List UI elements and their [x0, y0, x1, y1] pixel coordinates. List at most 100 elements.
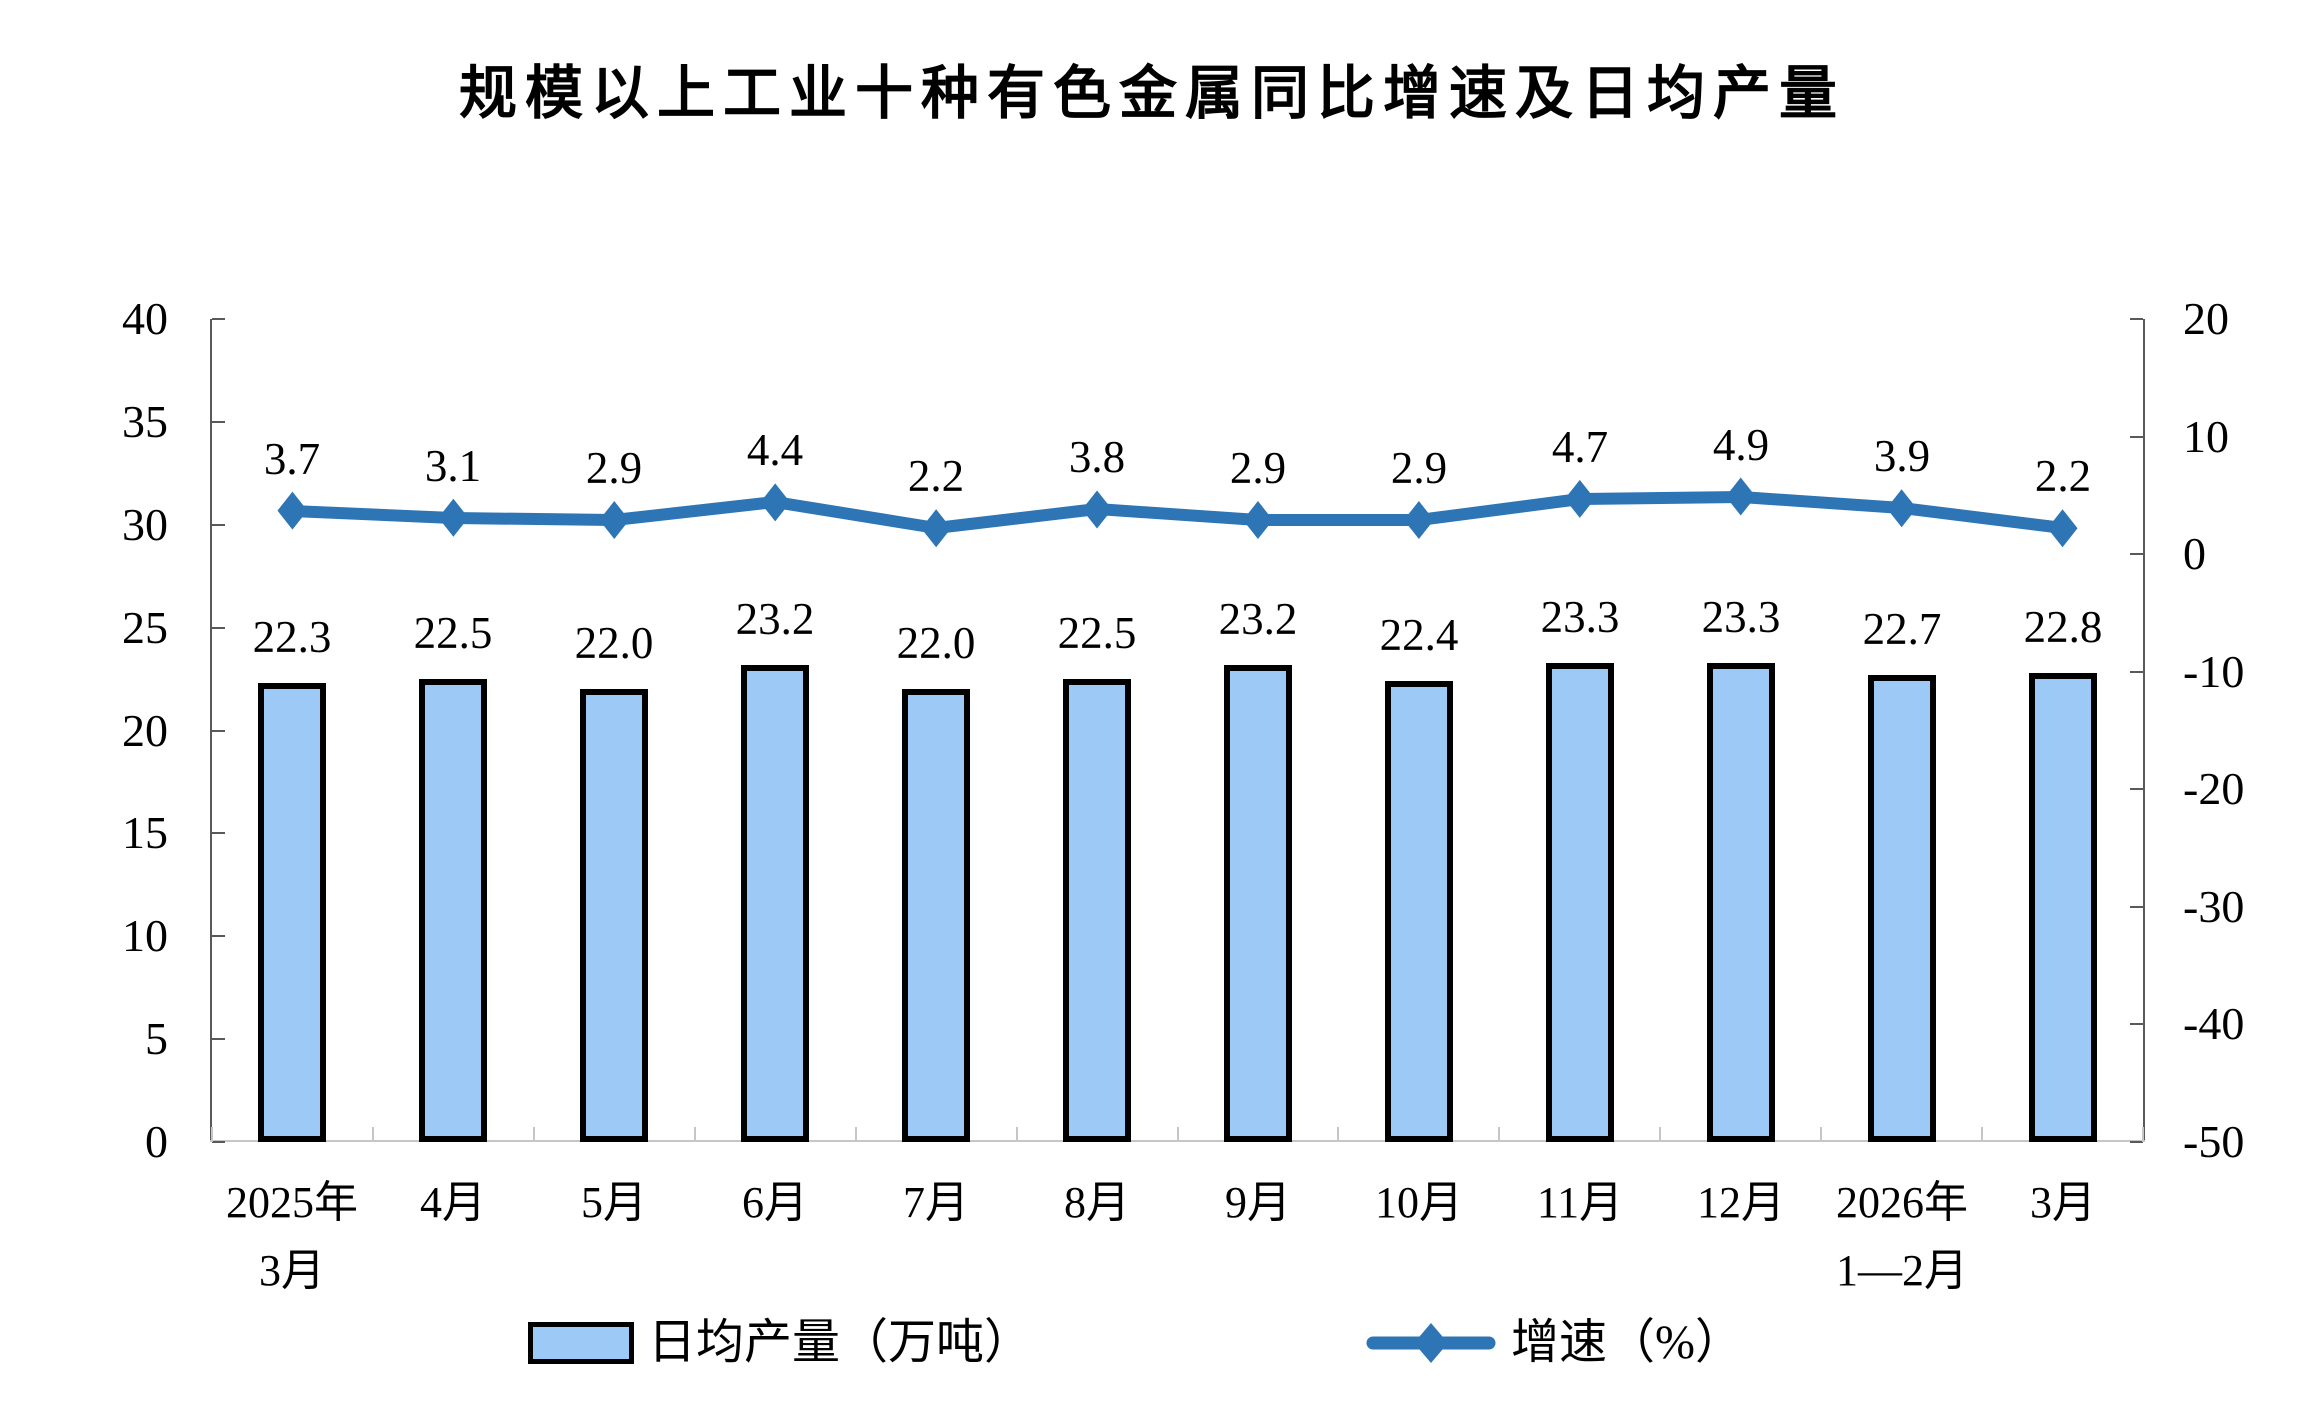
bar-value-label: 22.0	[896, 618, 976, 668]
line-marker	[1242, 501, 1273, 540]
axis-line-left	[210, 319, 212, 1142]
bar	[258, 683, 326, 1142]
y-axis-tick-right	[2130, 1141, 2143, 1143]
x-axis-tick	[1016, 1127, 1018, 1142]
y-axis-tick-right	[2130, 318, 2143, 320]
bar-value-label: 22.4	[1379, 610, 1459, 660]
legend: 日均产量（万吨） 增速（%）	[0, 1308, 2304, 1378]
bar	[1385, 681, 1453, 1142]
y-axis-tick-right	[2130, 1023, 2143, 1025]
line-marker	[2047, 509, 2078, 548]
bar-value-label: 22.5	[1057, 608, 1137, 658]
x-axis-tick	[533, 1127, 535, 1142]
x-axis-tick	[211, 1127, 213, 1142]
x-axis-tick	[1981, 1127, 1983, 1142]
line-marker	[438, 498, 469, 537]
bar	[2029, 673, 2097, 1142]
x-axis-label: 11月	[1536, 1178, 1624, 1227]
x-axis-label: 6月	[742, 1178, 808, 1227]
line-value-label: 2.9	[585, 443, 643, 493]
y-axis-label-left: 10	[122, 910, 168, 961]
x-axis-label: 12月	[1697, 1178, 1785, 1227]
x-axis-label: 1—2月	[1836, 1246, 1968, 1295]
x-axis-label: 7月	[903, 1178, 969, 1227]
y-axis-tick-left	[212, 421, 225, 423]
y-axis-tick-left	[212, 1038, 225, 1040]
y-axis-label-right: -10	[2183, 646, 2245, 697]
y-axis-label-left: 0	[145, 1116, 168, 1167]
line-value-label: 4.4	[746, 425, 804, 475]
legend-label-growth: 增速（%）	[1511, 1316, 1743, 1369]
y-axis-tick-right	[2130, 788, 2143, 790]
line-marker	[1725, 477, 1756, 516]
line-marker	[1082, 490, 1113, 529]
x-axis-label: 2026年	[1836, 1178, 1968, 1227]
bar-value-label: 22.3	[252, 612, 332, 662]
x-axis-tick	[855, 1127, 857, 1142]
bar	[419, 679, 487, 1142]
y-axis-label-right: 0	[2183, 528, 2206, 579]
x-axis-label: 5月	[581, 1178, 647, 1227]
y-axis-label-right: -50	[2183, 1116, 2245, 1167]
chart-title: 规模以上工业十种有色金属同比增速及日均产量	[458, 61, 1845, 126]
x-axis-tick	[1498, 1127, 1500, 1142]
bar-value-label: 23.3	[1540, 592, 1620, 642]
y-axis-label-right: -30	[2183, 881, 2245, 932]
x-axis-tick	[1820, 1127, 1822, 1142]
x-axis-tick	[694, 1127, 696, 1142]
x-axis-label: 3月	[259, 1246, 325, 1295]
bar	[1546, 663, 1614, 1142]
x-axis-tick	[2142, 1127, 2144, 1142]
line-marker	[1564, 479, 1595, 518]
y-axis-label-right: -20	[2183, 763, 2245, 814]
x-axis-tick	[1177, 1127, 1179, 1142]
x-axis-tick	[372, 1127, 374, 1142]
bar-swatch-icon	[528, 1322, 634, 1364]
y-axis-tick-right	[2130, 436, 2143, 438]
line-value-label: 3.8	[1068, 432, 1126, 482]
line-value-label: 4.9	[1712, 420, 1770, 470]
line-value-label: 4.7	[1551, 422, 1609, 472]
line-marker	[921, 509, 952, 548]
y-axis-tick-left	[212, 524, 225, 526]
line-value-label: 2.9	[1390, 443, 1448, 493]
y-axis-label-left: 35	[122, 396, 168, 447]
x-axis-tick	[1659, 1127, 1661, 1142]
bar	[1063, 679, 1131, 1142]
x-axis-label: 2025年	[226, 1178, 358, 1227]
line-marker	[1886, 489, 1917, 528]
line-value-label: 2.2	[907, 451, 965, 501]
line-value-label: 3.7	[263, 434, 321, 484]
bar	[1707, 663, 1775, 1142]
legend-label-daily-output: 日均产量（万吨）	[648, 1316, 1033, 1369]
x-axis-label: 3月	[2030, 1178, 2096, 1227]
y-axis-label-right: 10	[2183, 411, 2229, 462]
line-value-label: 2.9	[1229, 443, 1287, 493]
y-axis-tick-right	[2130, 671, 2143, 673]
bar-value-label: 22.0	[574, 618, 654, 668]
y-axis-tick-left	[212, 730, 225, 732]
y-axis-label-left: 25	[122, 602, 168, 653]
line-marker	[277, 491, 308, 530]
growth-line	[286, 491, 2069, 534]
bar	[580, 689, 648, 1142]
bar	[741, 665, 809, 1142]
x-axis-tick	[1337, 1127, 1339, 1142]
y-axis-tick-left	[212, 318, 225, 320]
line-value-label: 3.9	[1873, 431, 1931, 481]
line-value-label: 3.1	[424, 441, 482, 491]
bar-value-label: 22.7	[1862, 604, 1942, 654]
y-axis-label-right: -40	[2183, 998, 2245, 1049]
y-axis-label-left: 15	[122, 807, 168, 858]
bar	[1224, 665, 1292, 1142]
growth-line-layer	[277, 477, 2078, 548]
y-axis-tick-right	[2130, 906, 2143, 908]
y-axis-tick-left	[212, 935, 225, 937]
bar	[902, 689, 970, 1142]
y-axis-tick-left	[212, 627, 225, 629]
bar-value-label: 23.3	[1701, 592, 1781, 642]
y-axis-tick-right	[2130, 553, 2143, 555]
line-marker	[599, 501, 630, 540]
x-axis-label: 10月	[1375, 1178, 1463, 1227]
